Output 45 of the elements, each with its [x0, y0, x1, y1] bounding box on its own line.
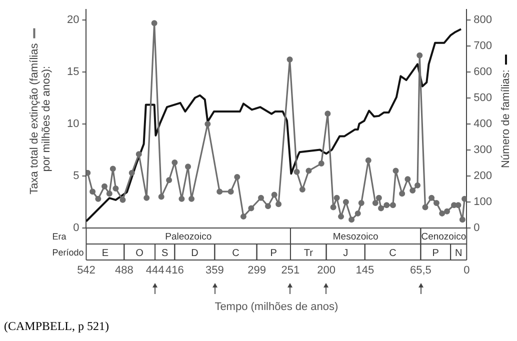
text: E — [102, 248, 109, 259]
y-tick-label: 20 — [66, 14, 80, 26]
x-tick-label: 299 — [248, 264, 266, 277]
x-tick-label: 0 — [464, 264, 470, 277]
y-axis-title: Taxa total de extinção (famílias por milhões de anos): — [28, 42, 52, 194]
y2-tick-label: 100 — [474, 196, 492, 208]
text: N — [454, 248, 462, 259]
text: Mesozoico — [332, 232, 378, 243]
text: Tr — [304, 248, 314, 259]
text: D — [191, 248, 198, 259]
y2-tick-label: 500 — [474, 92, 492, 104]
text: Período — [52, 247, 84, 258]
x-tick-label: 416 — [165, 264, 184, 277]
text: C — [389, 248, 396, 259]
x-tick-label: 251 — [281, 264, 300, 277]
x-tick-label: 200 — [317, 264, 336, 277]
y2-axis-title: Número de famílias: — [500, 70, 512, 168]
y2-tick-label: 600 — [474, 66, 492, 78]
y-tick-label: 10 — [66, 118, 80, 130]
text: (CAMPBELL, p 521) — [4, 319, 110, 334]
y-tick-label: 5 — [73, 170, 80, 182]
text: Era — [52, 231, 66, 242]
y2-tick-label: 400 — [474, 118, 492, 130]
text: S — [162, 248, 169, 259]
y2-tick-label: 200 — [474, 170, 492, 182]
x-tick-label: 145 — [356, 264, 374, 277]
text: C — [232, 248, 240, 259]
text: P — [432, 248, 440, 259]
text: O — [136, 248, 144, 259]
y-tick-label: 15 — [66, 66, 80, 78]
x-axis-title: Tempo (milhões de anos) — [214, 301, 338, 314]
x-tick-label: 359 — [205, 264, 224, 277]
x-tick-label: 488 — [114, 264, 134, 277]
x-tick-label: 542 — [77, 264, 96, 277]
y2-tick-label: 300 — [474, 144, 492, 156]
text: P — [270, 248, 278, 259]
x-tick-label: 65,5 — [410, 264, 432, 277]
text: Paleozoico — [165, 232, 212, 243]
y2-tick-label: 800 — [474, 14, 492, 26]
y-tick-label: 0 — [73, 222, 80, 234]
text: Cenozoico — [421, 232, 466, 243]
x-tick-label: 444 — [146, 264, 164, 277]
y2-tick-label: 0 — [474, 222, 480, 234]
y2-tick-label: 700 — [474, 40, 492, 52]
text: J — [343, 248, 348, 259]
